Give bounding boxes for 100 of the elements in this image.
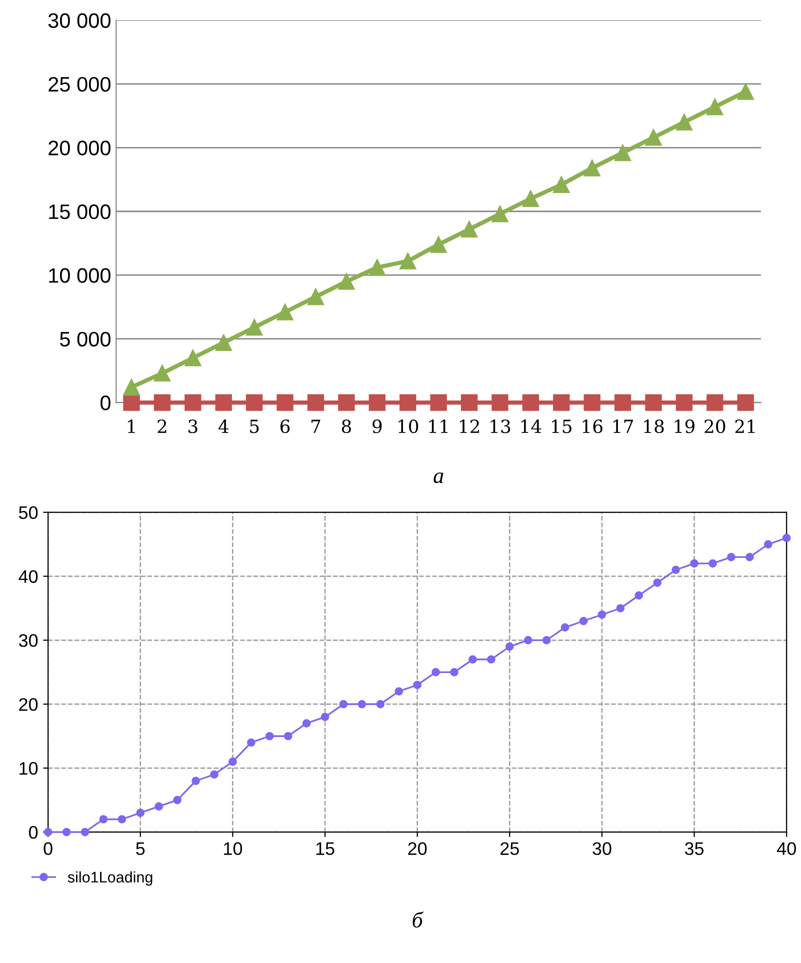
x-tick-label: 17	[613, 420, 633, 433]
point	[614, 394, 632, 411]
point	[215, 394, 232, 411]
point	[192, 776, 200, 786]
point	[492, 394, 508, 411]
legend-label: silo1Loading	[68, 871, 152, 886]
y-tick-label: 20 000	[48, 140, 110, 156]
point	[400, 394, 416, 411]
x-tick-label: 2	[158, 420, 166, 433]
x-tick-label: 35	[684, 842, 704, 856]
point	[676, 114, 693, 131]
point	[672, 566, 680, 574]
point	[634, 591, 644, 600]
x-tick-label: 20	[704, 420, 726, 434]
point	[154, 364, 171, 382]
y-tick-label: 40	[18, 570, 38, 583]
text: а	[434, 472, 444, 484]
point	[706, 98, 724, 116]
point	[579, 616, 588, 626]
x-tick-label: 20	[408, 842, 427, 856]
point	[614, 144, 632, 162]
point	[524, 636, 532, 644]
x-tick-label: 19	[674, 420, 694, 434]
y-tick-label: 25 000	[48, 76, 110, 92]
point	[460, 394, 478, 411]
x-tick-label: 4	[218, 420, 228, 433]
point	[368, 394, 386, 411]
x-tick-label: 1	[128, 420, 135, 433]
x-tick-label: 21	[735, 420, 755, 433]
point	[505, 642, 514, 651]
x-tick-label: 40	[776, 842, 796, 856]
point	[276, 394, 294, 411]
point	[432, 668, 440, 676]
point	[542, 636, 551, 644]
point	[413, 680, 422, 690]
text: б	[412, 911, 424, 928]
x-tick-label: 12	[460, 420, 479, 433]
point	[690, 559, 698, 568]
point	[210, 770, 218, 779]
x-tick-label: 11	[429, 420, 448, 433]
point	[184, 350, 202, 366]
point	[284, 732, 292, 740]
x-tick-label: 7	[312, 420, 320, 433]
point	[376, 700, 385, 708]
point	[80, 828, 90, 836]
x-tick-label: 10	[224, 842, 242, 856]
point	[276, 304, 294, 320]
point	[62, 828, 71, 836]
point	[645, 394, 662, 411]
point	[522, 394, 539, 411]
point	[522, 190, 539, 207]
x-tick-label: 5	[136, 842, 145, 856]
point	[782, 534, 791, 542]
y-tick-label: 30 000	[48, 13, 110, 28]
point	[553, 394, 570, 411]
point	[460, 220, 478, 238]
x-tick-label: 3	[188, 420, 198, 434]
point	[136, 808, 145, 818]
point	[584, 160, 600, 176]
point	[246, 738, 256, 747]
x-tick-label: 16	[582, 420, 602, 434]
point	[173, 796, 182, 804]
y-tick-label: 50	[18, 506, 38, 520]
point	[307, 288, 324, 306]
point	[338, 394, 355, 411]
point	[154, 802, 164, 811]
point	[228, 758, 237, 766]
point	[450, 668, 458, 676]
point	[560, 623, 570, 632]
y-tick-label: 0	[100, 396, 110, 410]
x-tick-label: 15	[316, 842, 334, 856]
x-tick-label: 18	[644, 420, 664, 434]
point	[553, 176, 570, 193]
point	[737, 394, 754, 411]
point	[123, 394, 140, 411]
x-tick-label: 15	[552, 420, 572, 434]
point	[487, 655, 496, 664]
point	[394, 687, 404, 696]
point	[468, 655, 477, 664]
point	[400, 252, 416, 270]
point	[99, 815, 108, 824]
point	[154, 394, 171, 411]
x-tick-label: 8	[342, 420, 351, 434]
y-tick-label: 0	[29, 826, 38, 839]
y-tick-label: 20	[19, 698, 38, 711]
point	[307, 394, 324, 411]
point	[358, 700, 366, 708]
point	[430, 394, 447, 411]
y-tick-label: 10	[20, 762, 38, 775]
point	[339, 700, 348, 708]
point	[338, 273, 355, 290]
x-tick-label: 6	[280, 420, 290, 434]
point	[123, 378, 140, 396]
point	[118, 815, 126, 824]
point	[676, 394, 693, 411]
x-tick-label: 25	[500, 842, 519, 856]
point	[737, 83, 754, 100]
point	[265, 732, 274, 740]
point	[184, 394, 202, 411]
x-tick-label: 30	[592, 842, 612, 856]
